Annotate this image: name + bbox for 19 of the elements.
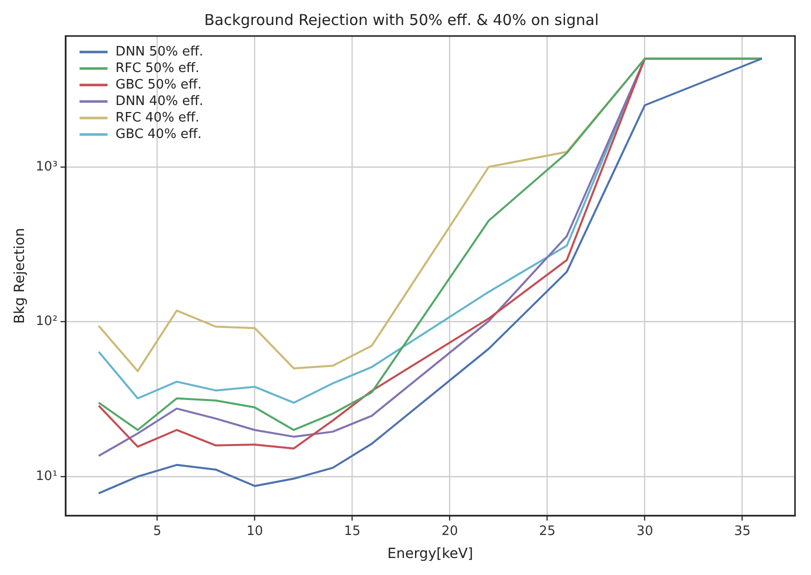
legend-label: RFC 40% eff. (116, 110, 200, 126)
x-tick-label: 25 (539, 524, 556, 539)
x-tick-label: 5 (153, 524, 162, 539)
x-tick-label: 15 (344, 524, 361, 539)
x-tick-label: 20 (442, 524, 458, 539)
chart-title: Background Rejection with 50% eff. & 40% on signal (204, 10, 599, 29)
y-axis-title: Bkg Rejection (12, 228, 28, 324)
x-tick-label: 35 (734, 524, 751, 539)
y-tick-label: 10¹ (36, 468, 58, 484)
y-tick-label: 10³ (36, 159, 58, 174)
legend-label: DNN 50% eff. (116, 44, 204, 60)
legend-label: RFC 50% eff. (116, 60, 200, 76)
legend-label: GBC 50% eff. (116, 77, 202, 92)
x-tick-label: 10 (246, 524, 264, 539)
legend-label: DNN 40% eff. (116, 94, 204, 109)
y-tick-label: 10² (36, 314, 58, 330)
legend-label: GBC 40% eff. (116, 126, 202, 142)
x-tick-label: 30 (636, 524, 654, 539)
x-axis-title: Energy[keV] (387, 546, 474, 562)
